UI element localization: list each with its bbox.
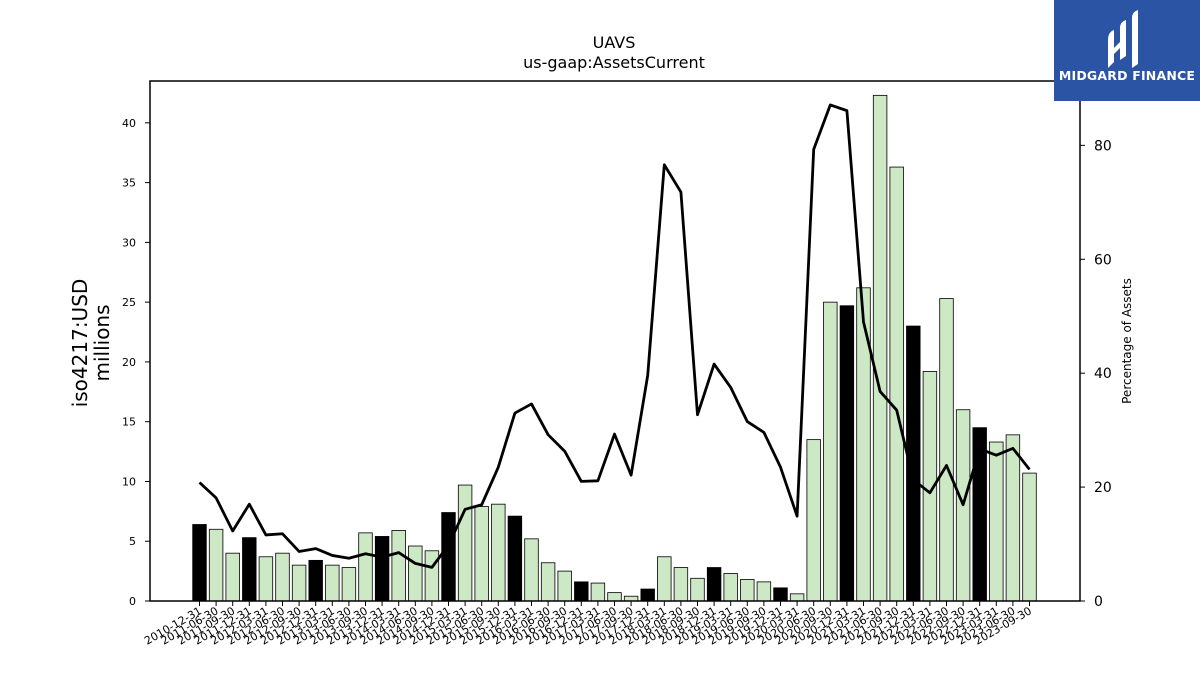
bar-2017-12-31 <box>640 588 655 602</box>
bar-2020-09-30 <box>823 301 838 602</box>
bar-2019-12-31 <box>773 587 788 602</box>
percentage-line <box>198 103 1031 569</box>
bar-2015-09-30 <box>491 503 506 602</box>
bar-2016-06-30 <box>540 562 556 602</box>
bar-2021-09-30 <box>889 166 904 602</box>
logo-mark-icon <box>1108 10 1138 68</box>
bar-2022-06-30 <box>939 298 954 602</box>
bar-2018-03-31 <box>657 556 672 602</box>
bar-2013-03-31 <box>325 564 340 602</box>
bar-2017-06-30 <box>607 592 622 602</box>
y2-axis-label: Percentage of Assets <box>1120 278 1134 404</box>
bar-2020-03-31 <box>789 593 805 602</box>
bar-2012-09-30 <box>291 564 307 602</box>
brand-logo: MIDGARD FINANCE <box>1054 0 1200 101</box>
bar-2011-12-31 <box>242 537 257 602</box>
y-axis-label-line1: iso4217:USD <box>68 279 92 408</box>
bar-2011-06-30 <box>208 528 224 602</box>
bar-2016-09-30 <box>557 570 572 602</box>
y-tick-label-5: 5 <box>129 535 136 548</box>
y-tick-label-40: 40 <box>122 117 136 130</box>
bar-2023-06-30 <box>1005 434 1021 602</box>
bar-2021-03-31 <box>856 287 871 602</box>
bar-2014-06-30 <box>408 545 423 602</box>
bar-2020-06-30 <box>806 439 821 602</box>
plot-frame <box>149 80 1081 602</box>
bar-2018-06-30 <box>673 567 689 602</box>
bars <box>192 94 1037 602</box>
bar-2019-09-30 <box>756 581 772 602</box>
y-tick-label-25: 25 <box>122 296 136 309</box>
y-tick-label-15: 15 <box>122 416 136 429</box>
y-tick-label-30: 30 <box>122 236 136 249</box>
bar-2023-09-30 <box>1022 472 1037 602</box>
bar-2020-12-31 <box>839 305 855 602</box>
bar-2013-12-31 <box>374 536 390 602</box>
y2-tick-label-60: 60 <box>1094 252 1112 268</box>
y-axis-label-line2: millions <box>90 304 114 381</box>
bar-2013-06-30 <box>341 567 357 602</box>
y2-tick-label-40: 40 <box>1094 366 1112 382</box>
bar-2016-03-31 <box>524 538 539 602</box>
y2-tick-label-0: 0 <box>1094 594 1103 610</box>
bar-2017-03-31 <box>590 582 606 602</box>
bar-2015-12-31 <box>507 515 523 602</box>
bar-2021-06-30 <box>872 94 888 602</box>
y-tick-label-10: 10 <box>122 475 136 488</box>
bar-2019-06-30 <box>740 579 755 602</box>
bar-2016-12-31 <box>574 581 589 602</box>
bar-2012-03-31 <box>258 556 274 602</box>
y-tick-label-0: 0 <box>129 595 136 608</box>
y2-tick-label-20: 20 <box>1094 480 1112 496</box>
bar-2013-09-30 <box>358 532 373 602</box>
percentage-line-path <box>198 103 1031 569</box>
bar-2012-12-31 <box>308 559 323 602</box>
x-axis: 2010-12-312011-06-302011-09-302011-12-31… <box>142 601 1034 648</box>
bar-2019-03-31 <box>723 573 738 602</box>
y2-tick-label-80: 80 <box>1094 138 1112 154</box>
y-axis: 0 5 10 15 20 25 30 35 40 <box>122 117 150 608</box>
y2-axis: 0 20 40 60 80 <box>1080 138 1112 610</box>
bar-2012-06-30 <box>275 552 290 602</box>
bar-2018-09-30 <box>690 577 705 602</box>
chart-subtitle: us-gaap:AssetsCurrent <box>523 53 705 72</box>
y-tick-label-35: 35 <box>122 177 136 190</box>
bar-2015-03-31 <box>457 484 473 602</box>
y-axis-label: iso4217:USD millions <box>68 279 114 408</box>
bar-2010-12-31 <box>192 524 207 602</box>
y-tick-label-20: 20 <box>122 356 136 369</box>
bar-2014-12-31 <box>441 512 456 602</box>
bar-2015-06-30 <box>474 506 489 602</box>
logo-text: MIDGARD FINANCE <box>1058 68 1196 83</box>
chart-title: UAVS <box>593 33 636 52</box>
bar-2018-12-31 <box>706 567 722 602</box>
bar-2014-03-31 <box>391 530 406 602</box>
bar-2011-09-30 <box>225 552 240 602</box>
bar-2023-03-31 <box>989 441 1004 602</box>
bar-2014-09-30 <box>424 550 440 602</box>
